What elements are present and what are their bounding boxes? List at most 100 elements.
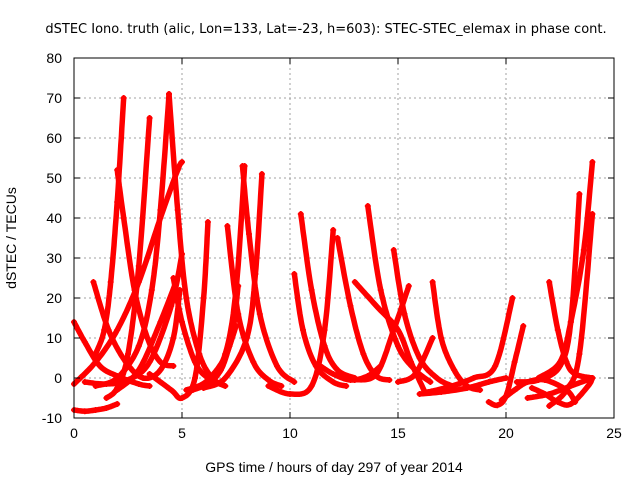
data-point [146,371,153,377]
data-point [377,287,384,293]
data-point [347,377,354,383]
data-point [546,279,553,285]
series-arc-05 [92,95,127,357]
data-point [168,387,175,393]
x-tick-label: 15 [390,425,406,441]
data-point [96,363,103,369]
data-point [589,211,596,217]
series-arc-17 [200,171,265,391]
data-point [395,343,401,349]
data-point [170,275,177,281]
data-point [120,95,127,101]
y-tick-label: 80 [46,50,62,66]
data-point [125,351,131,357]
data-point [308,287,315,293]
data-point [135,263,142,269]
data-point [226,343,233,349]
data-point [451,367,458,373]
data-point [351,279,358,285]
data-point [494,402,501,409]
data-point [278,383,285,389]
data-point [135,381,142,387]
series-arc-07 [114,167,177,369]
data-point [401,311,408,317]
data-point [192,375,198,381]
data-point [103,395,110,401]
data-point [464,385,471,391]
data-point [291,379,298,385]
data-point [513,379,520,385]
data-point [114,167,121,173]
data-point [524,395,531,401]
data-point [330,379,337,385]
data-point [274,363,280,369]
data-point [157,319,164,325]
data-point [405,283,412,289]
x-axis-label: GPS time / hours of day 297 of year 2014 [205,459,463,475]
series-arc-38 [513,191,583,385]
series-trace [92,95,127,357]
series-trace [524,375,596,401]
data-point [114,327,121,333]
data-point [103,381,110,387]
data-point [157,207,164,213]
data-point [334,367,341,373]
data-point [557,363,563,369]
data-point [114,387,121,393]
data-point [416,391,423,397]
data-point [429,279,436,285]
data-point [509,295,516,301]
data-point [265,377,272,383]
data-point [148,287,155,293]
y-tick-label: 40 [46,210,62,226]
data-point [81,408,88,415]
data-point [291,271,298,277]
series-arc-22 [265,227,337,398]
data-point [317,363,324,369]
data-point [364,203,371,209]
data-point [92,351,99,357]
data-point [576,351,583,357]
data-point [265,383,272,389]
data-point [174,207,181,213]
series-trace [205,323,239,389]
series-trace [114,263,185,393]
data-point [408,359,414,365]
data-point [239,163,246,169]
data-point [330,227,337,233]
data-point [546,391,553,397]
data-point [395,327,401,333]
series-trace [92,91,172,389]
data-point [179,319,185,325]
data-point [390,247,397,253]
series-arc-06 [103,115,153,401]
y-tick-label: 10 [46,330,62,346]
y-tick-label: 0 [54,370,62,386]
data-point [585,383,592,389]
data-point [395,379,401,385]
y-axis-label: dSTEC / TECUs [3,187,19,289]
y-tick-label: 60 [46,130,62,146]
y-tick-label: 20 [46,290,62,306]
series-arc-27 [317,363,384,383]
data-point [146,115,153,121]
data-point [252,271,259,277]
x-tick-label: 20 [498,425,514,441]
data-point [373,303,380,309]
data-point [146,383,153,389]
data-point [146,359,153,365]
series-arc-11 [114,263,185,393]
data-point [81,379,88,385]
chart-title: dSTEC Iono. truth (alic, Lon=133, Lat=-2… [45,22,606,37]
series-arc-30 [395,335,436,385]
data-point [511,387,518,393]
series-arc-13 [146,219,211,402]
data-point [204,219,211,225]
data-point [308,383,315,389]
data-point [477,387,484,393]
data-point [300,327,306,333]
x-tick-label: 5 [178,425,186,441]
data-point [576,191,583,197]
data-point [377,363,384,369]
data-point [183,387,190,393]
